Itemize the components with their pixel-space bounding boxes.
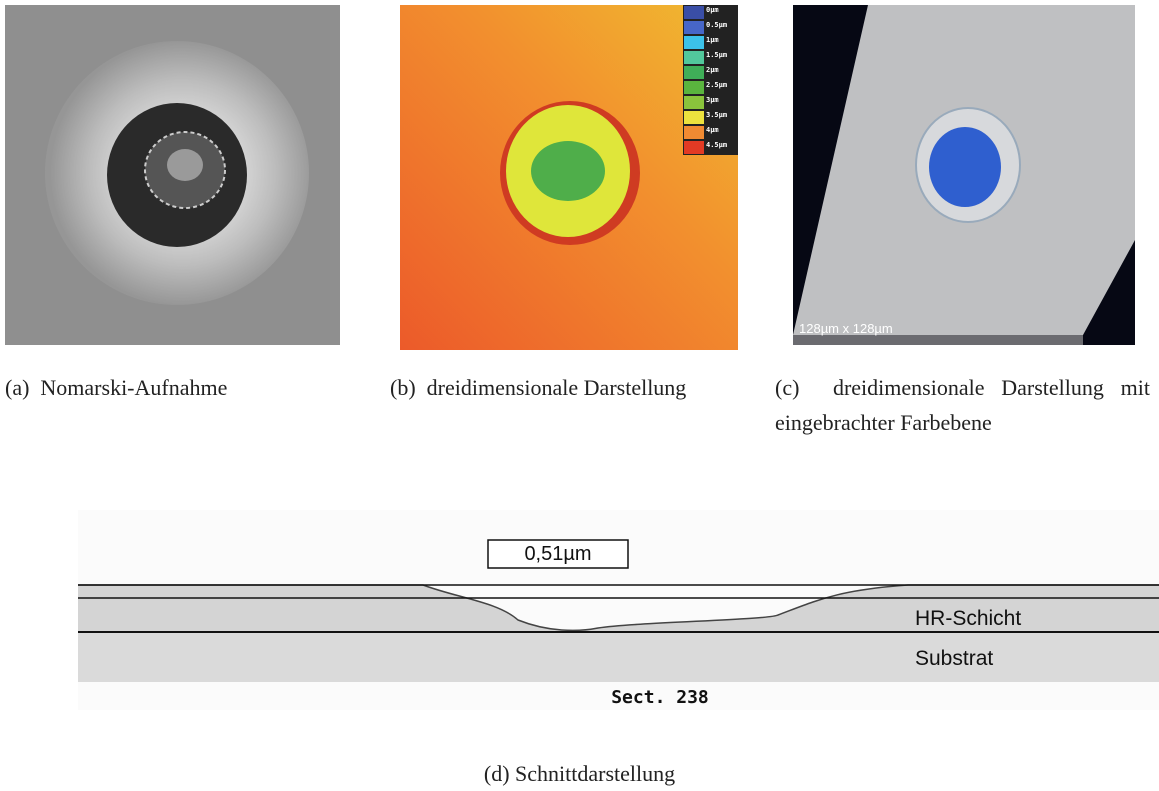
legend-swatch	[684, 141, 704, 154]
legend-swatch	[684, 36, 704, 49]
3d-view-image: 128µm x 128µm	[793, 5, 1135, 345]
legend-swatch	[684, 51, 704, 64]
substrate-label: Substrat	[915, 647, 993, 670]
legend-item: 4µm	[683, 125, 738, 140]
legend-item: 4.5µm	[683, 140, 738, 155]
legend-item: 2.5µm	[683, 80, 738, 95]
page: (a) Nomarski-Aufnahme 0µm 0.5µm 1µm 1.5µm 2µ…	[0, 0, 1159, 787]
legend-item: 3.5µm	[683, 110, 738, 125]
legend-label: 0µm	[706, 6, 719, 14]
legend-swatch	[684, 111, 704, 124]
caption-c: (c) dreidimensionale Darstellung mit ein…	[775, 370, 1150, 440]
legend-item: 2µm	[683, 65, 738, 80]
legend-item: 0.5µm	[683, 20, 738, 35]
legend-swatch	[684, 21, 704, 34]
legend-label: 4µm	[706, 126, 719, 134]
measure-label: 0,51µm	[524, 543, 591, 565]
legend-label: 3µm	[706, 96, 719, 104]
legend-item: 0µm	[683, 5, 738, 20]
layer-label: HR-Schicht	[915, 607, 1021, 630]
caption-b: (b) dreidimensionale Darstellung	[390, 370, 745, 405]
section-image: 0,51µm HR-Schicht Substrat Sect. 238	[78, 510, 1159, 710]
caption-a: (a) Nomarski-Aufnahme	[5, 370, 340, 405]
legend-label: 1.5µm	[706, 51, 727, 59]
legend-label: 3.5µm	[706, 111, 727, 119]
legend-label: 2µm	[706, 66, 719, 74]
legend-item: 1µm	[683, 35, 738, 50]
legend-swatch	[684, 66, 704, 79]
legend-swatch	[684, 126, 704, 139]
scale-label: 128µm x 128µm	[799, 321, 893, 336]
legend-swatch	[684, 96, 704, 109]
legend-label: 1µm	[706, 36, 719, 44]
nomarski-image	[5, 5, 340, 345]
legend-item: 1.5µm	[683, 50, 738, 65]
color-legend: 0µm 0.5µm 1µm 1.5µm 2µm 2.5µm 3µm 3.5µm 4µm 4.5µm	[683, 5, 738, 155]
legend-swatch	[684, 6, 704, 19]
legend-label: 2.5µm	[706, 81, 727, 89]
legend-label: 0.5µm	[706, 21, 727, 29]
legend-swatch	[684, 81, 704, 94]
legend-label: 4.5µm	[706, 141, 727, 149]
section-label: Sect. 238	[611, 687, 709, 708]
caption-d: (d) Schnittdarstellung	[0, 756, 1159, 791]
legend-item: 3µm	[683, 95, 738, 110]
